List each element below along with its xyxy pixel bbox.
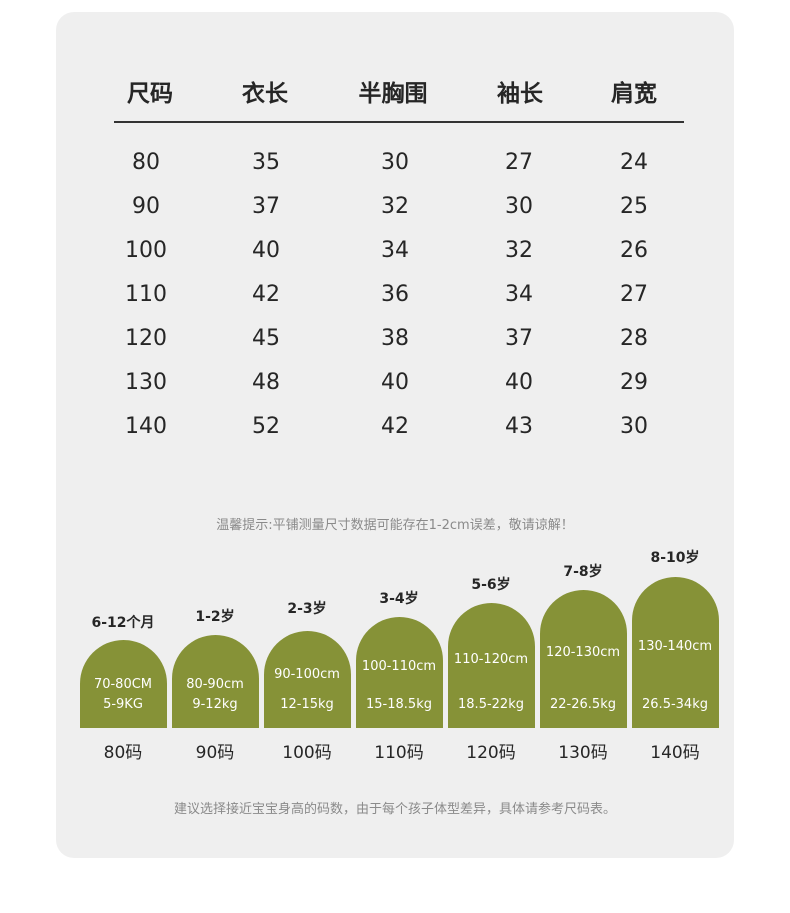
weight-range: 26.5-34kg <box>642 697 708 712</box>
table-cell: 27 <box>620 282 648 307</box>
age-label: 7-8岁 <box>563 564 603 580</box>
table-cell: 130 <box>125 370 167 395</box>
table-cell: 30 <box>620 414 648 439</box>
weight-range: 15-18.5kg <box>366 697 432 712</box>
size-label: 130码 <box>558 743 608 763</box>
table-cell: 32 <box>381 194 409 219</box>
height-dome <box>263 631 351 728</box>
table-cell: 100 <box>125 238 167 263</box>
table-cell: 34 <box>505 282 533 307</box>
weight-range: 22-26.5kg <box>550 697 616 712</box>
table-cell: 45 <box>252 326 280 351</box>
table-cell: 25 <box>620 194 648 219</box>
age-label: 5-6岁 <box>471 577 511 593</box>
table-cell: 42 <box>252 282 280 307</box>
table-cell: 34 <box>381 238 409 263</box>
table-cell: 37 <box>505 326 533 351</box>
table-cell: 26 <box>620 238 648 263</box>
table-cell: 40 <box>505 370 533 395</box>
height-dome <box>355 617 443 728</box>
table-cell: 30 <box>505 194 533 219</box>
height-range: 130-140cm <box>637 639 713 654</box>
table-cell: 24 <box>620 150 648 175</box>
table-cell: 120 <box>125 326 167 351</box>
table-cell: 29 <box>620 370 648 395</box>
table-cell: 27 <box>505 150 533 175</box>
size-label: 100码 <box>282 743 332 763</box>
height-range: 100-110cm <box>361 659 437 674</box>
header-length: 衣长 <box>242 81 288 107</box>
age-label: 2-3岁 <box>287 601 327 617</box>
header-size: 尺码 <box>127 81 173 107</box>
table-cell: 48 <box>252 370 280 395</box>
header-sleeve-length: 袖长 <box>497 81 543 107</box>
header-half-chest: 半胸围 <box>358 81 428 107</box>
height-range: 80-90cm <box>186 677 244 692</box>
table-cell: 40 <box>381 370 409 395</box>
height-range: 120-130cm <box>545 645 621 660</box>
table-cell: 110 <box>125 282 167 307</box>
size-label: 80码 <box>103 743 143 763</box>
weight-range: 18.5-22kg <box>458 697 524 712</box>
size-advice-note: 建议选择接近宝宝身高的码数，由于每个孩子体型差异，具体请参考尺码表。 <box>173 802 616 817</box>
table-cell: 80 <box>132 150 160 175</box>
height-range: 110-120cm <box>453 652 529 667</box>
age-label: 6-12个月 <box>91 615 155 631</box>
table-cell: 36 <box>381 282 409 307</box>
weight-range: 5-9KG <box>103 697 143 712</box>
table-cell: 140 <box>125 414 167 439</box>
height-dome <box>447 603 535 728</box>
height-dome <box>79 640 167 728</box>
measurement-tip: 温馨提示:平铺测量尺寸数据可能存在1-2cm误差，敬请谅解！ <box>216 518 574 533</box>
age-label: 8-10岁 <box>650 550 700 566</box>
height-range: 70-80CM <box>93 677 153 692</box>
table-cell: 90 <box>132 194 160 219</box>
table-cell: 35 <box>252 150 280 175</box>
weight-range: 9-12kg <box>192 697 238 712</box>
table-cell: 43 <box>505 414 533 439</box>
table-cell: 30 <box>381 150 409 175</box>
header-shoulder-width: 肩宽 <box>611 81 657 107</box>
table-cell: 40 <box>252 238 280 263</box>
table-cell: 52 <box>252 414 280 439</box>
weight-range: 12-15kg <box>280 697 334 712</box>
height-dome <box>539 590 627 728</box>
age-label: 1-2岁 <box>195 609 235 625</box>
size-label: 120码 <box>466 743 516 763</box>
table-cell: 37 <box>252 194 280 219</box>
height-dome <box>171 635 259 728</box>
table-cell: 38 <box>381 326 409 351</box>
age-label: 3-4岁 <box>379 591 419 607</box>
header-divider <box>114 121 684 123</box>
size-label: 140码 <box>650 743 700 763</box>
height-range: 90-100cm <box>274 667 340 682</box>
table-cell: 28 <box>620 326 648 351</box>
size-label: 110码 <box>374 743 424 763</box>
size-label: 90码 <box>195 743 235 763</box>
height-dome <box>631 577 719 728</box>
table-cell: 42 <box>381 414 409 439</box>
table-cell: 32 <box>505 238 533 263</box>
